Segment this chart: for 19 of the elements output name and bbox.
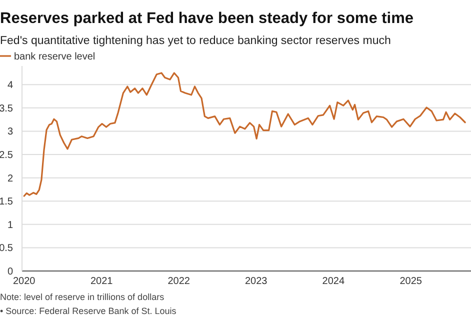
x-tick-label: 2025 bbox=[400, 276, 422, 287]
y-tick-label: 2 bbox=[7, 173, 14, 184]
chart-subtitle: Fed's quantitative tightening has yet to reduce banking sector reserves much bbox=[0, 35, 391, 47]
line-series bbox=[23, 72, 466, 197]
x-tick-label: 2023 bbox=[245, 276, 268, 287]
text: • Source: Federal Reserve Bank of St. Louis bbox=[0, 306, 177, 316]
y-tick-label: 1 bbox=[7, 220, 14, 231]
chart-title: Reserves parked at Fed have been steady for some time bbox=[0, 10, 414, 27]
x-tick-label: 2022 bbox=[168, 276, 190, 287]
x-tick-label: 2024 bbox=[322, 276, 345, 287]
y-tick-label: 4 bbox=[7, 80, 14, 92]
x-tick-label: 2021 bbox=[90, 276, 114, 287]
y-tick-label: 1.5 bbox=[0, 196, 14, 208]
legend-label: bank reserve level bbox=[14, 52, 96, 62]
y-tick-label: 0 bbox=[7, 266, 14, 278]
x-tick-label: 2020 bbox=[12, 276, 36, 287]
y-tick-label: 2.5 bbox=[0, 150, 14, 162]
text: Note: level of reserve in trillions of dollars bbox=[0, 292, 165, 302]
y-tick-label: 3 bbox=[7, 126, 14, 138]
